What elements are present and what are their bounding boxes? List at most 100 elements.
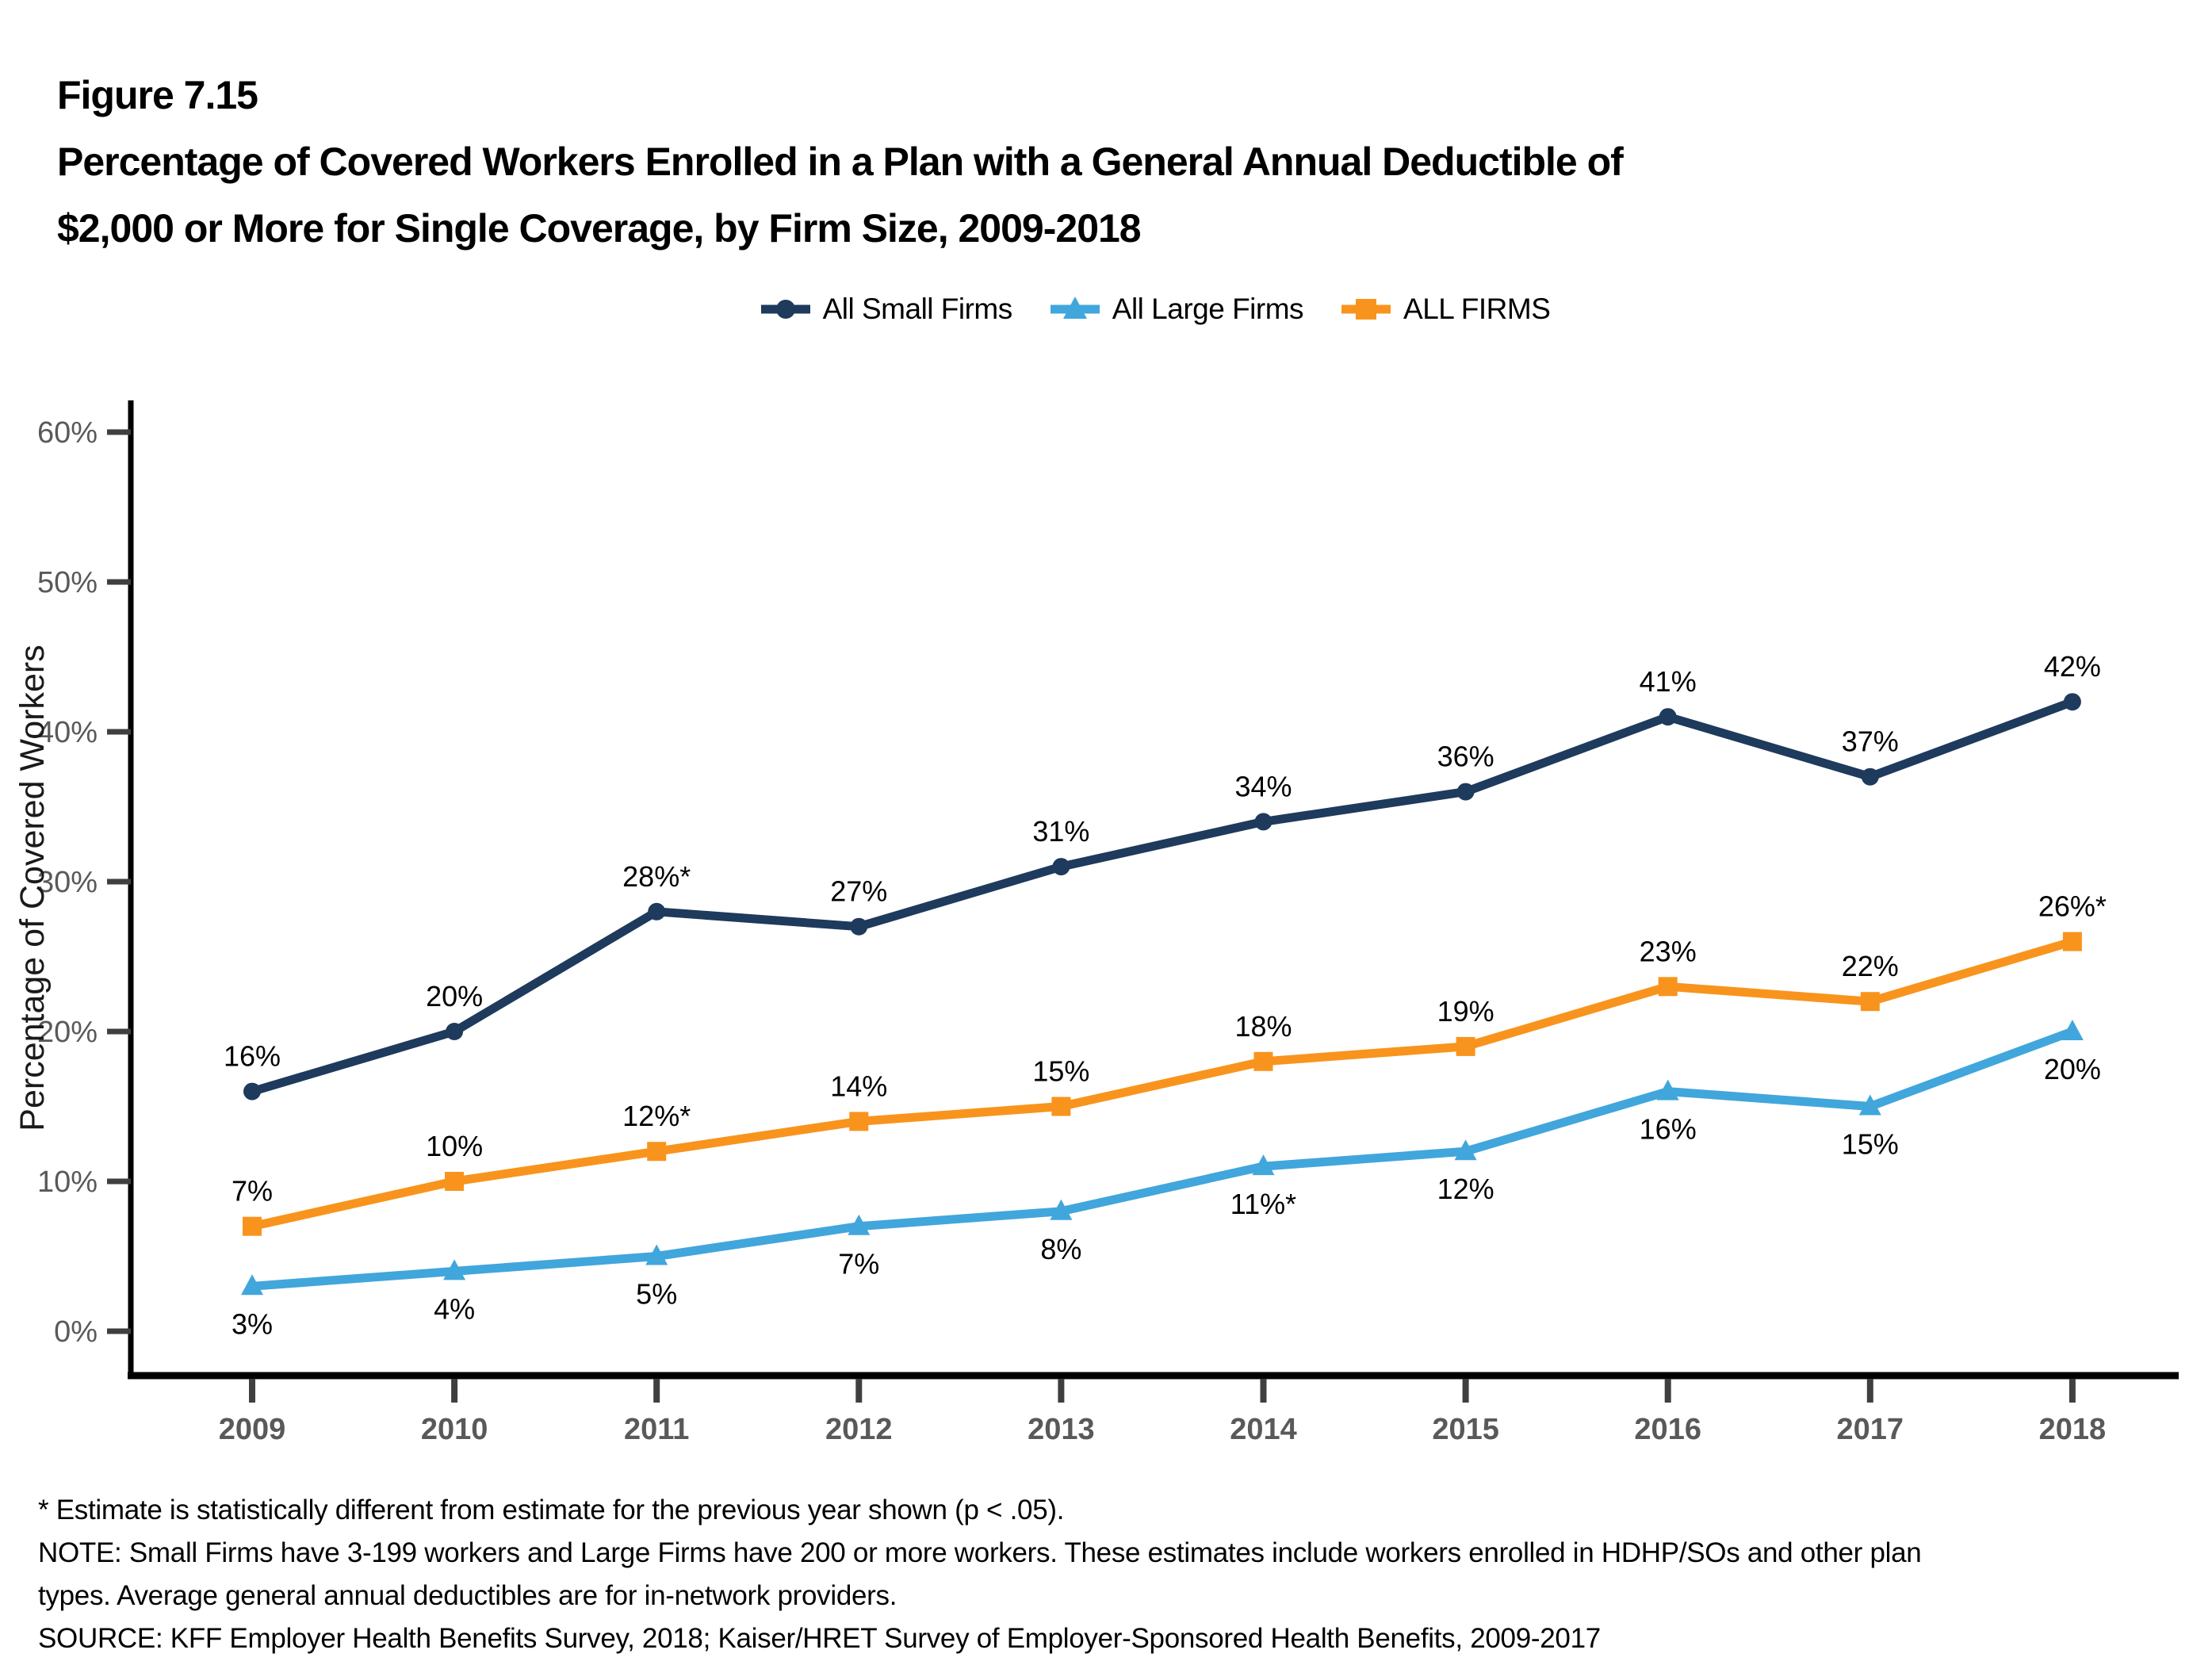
data-label: 26%*	[2038, 890, 2107, 923]
data-label: 20%	[2044, 1053, 2101, 1085]
legend-item-all-large-firms: All Large Firms	[1049, 292, 1304, 327]
data-label: 16%	[1640, 1113, 1697, 1146]
triangle-marker	[1252, 1154, 1275, 1176]
data-label: 27%	[830, 875, 887, 908]
legend: All Small Firms All Large Firms ALL FIRMS	[131, 284, 2179, 335]
circle-marker	[446, 1023, 464, 1040]
figure-number: Figure 7.15	[57, 73, 258, 117]
data-label: 8%	[1040, 1233, 1081, 1265]
series-line-all-small-firms	[247, 697, 2077, 1097]
chart-title-line-2: $2,000 or More for Single Coverage, by F…	[57, 206, 1142, 251]
data-label: 18%	[1234, 1010, 1292, 1043]
data-label: 15%	[1842, 1128, 1899, 1161]
y-tick-label: 30%	[37, 866, 98, 899]
triangle-marker	[2061, 1020, 2084, 1040]
data-label: 34%	[1234, 770, 1292, 802]
triangle-marker	[848, 1214, 871, 1235]
x-tick-label: 2012	[825, 1413, 893, 1446]
series-line-all-large-firms	[247, 1027, 2077, 1291]
x-tick-label: 2014	[1230, 1413, 1297, 1446]
data-label: 11%*	[1230, 1188, 1296, 1220]
data-label: 22%	[1842, 950, 1899, 982]
triangle-marker	[645, 1244, 668, 1265]
x-tick-label: 2016	[1634, 1413, 1701, 1446]
x-tick-label: 2017	[1837, 1413, 1904, 1446]
square-marker	[849, 1112, 869, 1131]
triangle-marker	[1050, 1199, 1073, 1220]
data-label: 7%	[838, 1248, 879, 1280]
data-label: 15%	[1032, 1055, 1089, 1088]
data-label: 31%	[1032, 815, 1089, 848]
circle-marker	[1254, 813, 1272, 831]
data-label: 19%	[1437, 995, 1494, 1028]
data-label: 16%	[224, 1040, 281, 1073]
y-tick-label: 40%	[37, 716, 98, 749]
square-marker	[445, 1172, 465, 1191]
data-label: 7%	[232, 1175, 273, 1208]
circle-marker	[1659, 708, 1677, 726]
triangle-marker	[241, 1274, 263, 1296]
data-label: 3%	[232, 1307, 273, 1340]
data-label: 23%	[1640, 935, 1697, 967]
square-marker	[1658, 977, 1678, 997]
y-tick-label: 20%	[37, 1016, 98, 1049]
circle-legend-icon	[760, 300, 810, 319]
footnote-note-line-1: NOTE: Small Firms have 3-199 workers and…	[38, 1537, 1922, 1568]
circle-marker	[1861, 767, 1879, 786]
circle-marker	[243, 1082, 261, 1100]
circle-marker	[850, 917, 868, 936]
footnotes: * Estimate is statistically different fr…	[38, 1489, 1922, 1660]
x-tick-label: 2010	[421, 1413, 488, 1446]
x-tick-label: 2015	[1432, 1413, 1499, 1446]
triangle-legend-icon	[1050, 297, 1100, 319]
y-tick-label: 10%	[37, 1166, 98, 1199]
footnote-note-line-2: types. Average general annual deductible…	[38, 1580, 897, 1611]
y-tick-label: 50%	[37, 566, 98, 599]
circle-marker	[648, 902, 666, 921]
legend-item-all-small-firms: All Small Firms	[760, 292, 1012, 327]
data-label: 36%	[1437, 741, 1494, 773]
circle-marker	[1052, 858, 1070, 876]
data-label: 28%*	[622, 860, 691, 893]
circle-marker	[2063, 693, 2081, 711]
square-marker	[1051, 1097, 1071, 1116]
square-marker	[1253, 1051, 1273, 1071]
legend-label: All Small Firms	[822, 293, 1013, 325]
data-label: 42%	[2044, 650, 2101, 683]
square-marker	[2062, 932, 2082, 951]
legend-label: All Large Firms	[1112, 293, 1304, 325]
footnote-significance: * Estimate is statistically different fr…	[38, 1495, 1065, 1525]
square-marker	[647, 1142, 667, 1162]
legend-label: ALL FIRMS	[1403, 293, 1551, 325]
square-marker	[1860, 992, 1880, 1012]
title-block: Figure 7.15 Percentage of Covered Worker…	[57, 62, 1624, 262]
data-label: 4%	[434, 1292, 475, 1325]
data-label: 14%	[830, 1070, 887, 1102]
x-tick-label: 2013	[1028, 1413, 1095, 1446]
series-line-all-firms	[247, 937, 2077, 1231]
triangle-marker	[443, 1259, 466, 1280]
y-tick-label: 0%	[54, 1315, 98, 1349]
data-label: 37%	[1842, 725, 1899, 758]
square-legend-icon	[1341, 299, 1391, 320]
triangle-marker	[1656, 1079, 1679, 1100]
triangle-marker	[1858, 1094, 1881, 1116]
footnote-source: SOURCE: KFF Employer Health Benefits Sur…	[38, 1623, 1601, 1654]
data-label: 20%	[426, 980, 483, 1012]
legend-item-all-firms: ALL FIRMS	[1340, 292, 1551, 327]
triangle-marker	[1454, 1139, 1477, 1161]
x-tick-label: 2011	[624, 1413, 689, 1446]
y-axis-title: Percentage of Covered Workers	[13, 645, 52, 1131]
data-label: 12%*	[622, 1100, 691, 1132]
square-marker	[243, 1216, 262, 1236]
x-tick-label: 2018	[2039, 1413, 2107, 1446]
square-marker	[1456, 1036, 1475, 1056]
data-label: 41%	[1640, 665, 1697, 698]
data-label: 5%	[636, 1278, 677, 1311]
x-tick-label: 2009	[219, 1413, 286, 1446]
y-tick-label: 60%	[37, 416, 98, 450]
chart-title-line-1: Percentage of Covered Workers Enrolled i…	[57, 140, 1624, 184]
data-label: 10%	[426, 1130, 483, 1162]
